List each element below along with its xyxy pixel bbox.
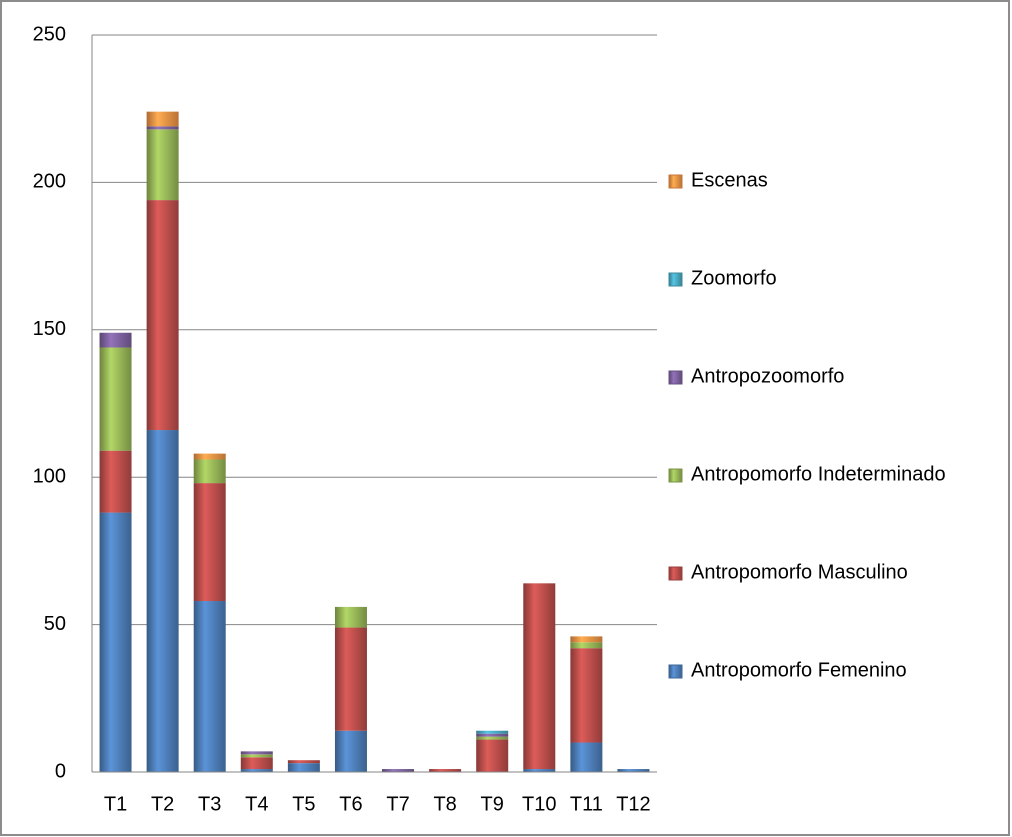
bar-segment xyxy=(99,450,132,513)
x-tick-label: T1 xyxy=(104,793,127,815)
bar-segment xyxy=(476,736,509,740)
legend-swatch xyxy=(668,174,683,189)
bar-segment xyxy=(476,739,509,772)
bar-segment xyxy=(240,751,273,755)
bar-segment xyxy=(476,730,509,734)
bar-segment xyxy=(570,648,603,743)
bar-segment xyxy=(146,126,179,130)
bar-segment xyxy=(570,742,603,772)
bar-segment xyxy=(287,760,320,764)
bar-segment xyxy=(240,769,273,772)
x-tick-label: T2 xyxy=(151,793,174,815)
bar-segment xyxy=(334,730,367,772)
legend-swatch xyxy=(668,370,683,385)
bar-segment xyxy=(334,627,367,731)
bar-segment xyxy=(287,763,320,772)
bar-segment xyxy=(146,111,179,127)
bar-segment xyxy=(570,636,603,643)
bar-segment xyxy=(523,769,556,772)
x-tick-label: T11 xyxy=(570,793,603,815)
bar-segment xyxy=(240,757,273,770)
bar-segment xyxy=(193,483,226,602)
legend-label: Antropomorfo Indeterminado xyxy=(691,463,946,485)
x-tick-label: T7 xyxy=(386,793,409,815)
legend-swatch xyxy=(668,468,683,483)
y-tick-label: 100 xyxy=(33,465,66,487)
legend-label: Antropomorfo Masculino xyxy=(691,561,908,583)
y-tick-label: 0 xyxy=(55,760,66,782)
y-tick-label: 250 xyxy=(33,23,66,45)
x-tick-label: T4 xyxy=(245,793,268,815)
x-tick-label: T6 xyxy=(339,793,362,815)
bar-segment xyxy=(523,583,556,770)
legend-swatch xyxy=(668,272,683,287)
bar-segment xyxy=(146,200,179,431)
y-tick-label: 200 xyxy=(33,171,66,193)
legend-label: Antropozoomorfo xyxy=(691,365,844,387)
bar-segment xyxy=(429,769,462,772)
x-tick-label: T9 xyxy=(481,793,504,815)
bar-segment xyxy=(193,453,226,460)
bar-segment xyxy=(99,512,132,772)
bar-segment xyxy=(99,347,132,451)
bar-segment xyxy=(99,332,132,348)
y-tick-label: 50 xyxy=(44,613,66,635)
x-tick-label: T12 xyxy=(616,793,650,815)
bar-segment xyxy=(617,769,650,772)
x-tick-label: T5 xyxy=(292,793,315,815)
bar-segment xyxy=(240,754,273,758)
bar-segment xyxy=(146,129,179,201)
legend-label: Antropomorfo Femenino xyxy=(691,659,907,681)
bar-segment xyxy=(334,606,367,628)
bar-segment xyxy=(476,733,509,737)
bar-segment xyxy=(382,769,415,772)
legend-swatch xyxy=(668,664,683,679)
bar-segment xyxy=(193,601,226,772)
x-tick-label: T3 xyxy=(198,793,221,815)
bar-segment xyxy=(146,430,179,772)
legend-label: Zoomorfo xyxy=(691,267,777,289)
legend-label: Escenas xyxy=(691,169,768,191)
bar-segment xyxy=(570,642,603,649)
legend-swatch xyxy=(668,566,683,581)
bar-segment xyxy=(193,459,226,484)
x-tick-label: T10 xyxy=(522,793,556,815)
x-tick-label: T8 xyxy=(433,793,456,815)
y-tick-label: 150 xyxy=(33,318,66,340)
